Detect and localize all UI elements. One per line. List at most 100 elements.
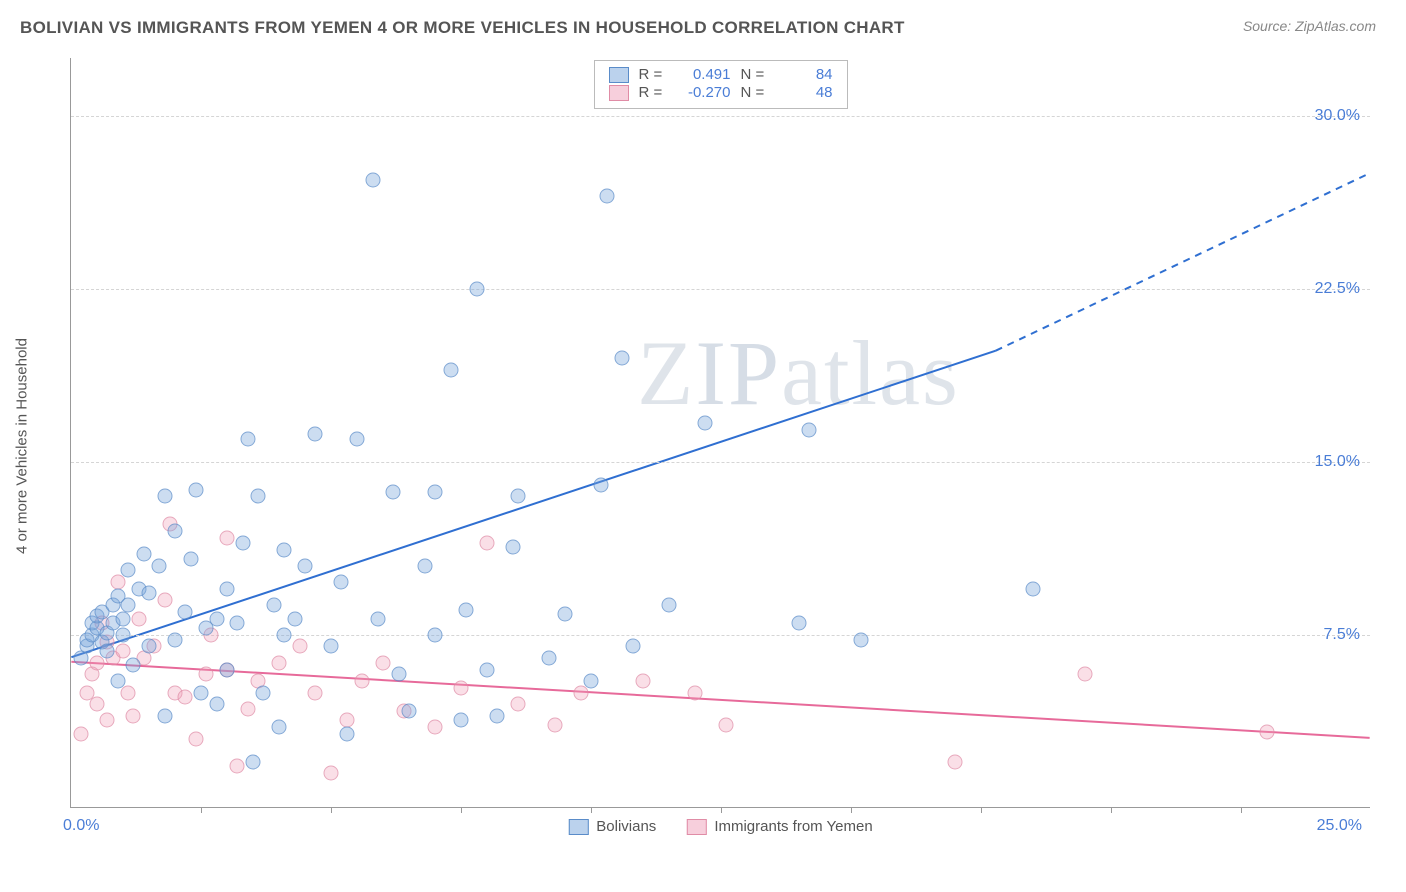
scatter-point-blue xyxy=(558,607,573,622)
legend-label-blue: Bolivians xyxy=(596,818,656,835)
scatter-point-pink xyxy=(339,713,354,728)
scatter-point-blue xyxy=(136,547,151,562)
x-tick xyxy=(201,807,202,813)
scatter-point-blue xyxy=(599,189,614,204)
y-tick-label: 30.0% xyxy=(1315,107,1360,125)
x-axis-min-label: 0.0% xyxy=(63,817,99,835)
scatter-point-blue xyxy=(230,616,245,631)
scatter-point-blue xyxy=(152,558,167,573)
gridline xyxy=(71,462,1370,463)
scatter-point-pink xyxy=(324,766,339,781)
x-axis-max-label: 25.0% xyxy=(1317,817,1362,835)
y-tick-label: 7.5% xyxy=(1324,626,1360,644)
scatter-point-blue xyxy=(266,597,281,612)
scatter-point-blue xyxy=(220,662,235,677)
scatter-point-pink xyxy=(188,731,203,746)
scatter-point-blue xyxy=(792,616,807,631)
scatter-point-blue xyxy=(350,431,365,446)
scatter-point-blue xyxy=(308,427,323,442)
scatter-point-pink xyxy=(100,713,115,728)
swatch-pink-icon xyxy=(609,85,629,101)
scatter-point-blue xyxy=(594,477,609,492)
scatter-point-blue xyxy=(251,489,266,504)
scatter-point-blue xyxy=(428,627,443,642)
x-tick xyxy=(721,807,722,813)
scatter-point-blue xyxy=(240,431,255,446)
scatter-point-pink xyxy=(131,611,146,626)
scatter-point-blue xyxy=(334,574,349,589)
legend-label-pink: Immigrants from Yemen xyxy=(714,818,872,835)
stat-n-blue: 84 xyxy=(777,66,833,83)
scatter-point-blue xyxy=(157,489,172,504)
scatter-point-blue xyxy=(386,484,401,499)
scatter-point-blue xyxy=(459,602,474,617)
scatter-point-pink xyxy=(355,674,370,689)
scatter-point-pink xyxy=(688,685,703,700)
scatter-point-blue xyxy=(324,639,339,654)
scatter-point-blue xyxy=(698,415,713,430)
scatter-point-blue xyxy=(402,704,417,719)
scatter-point-blue xyxy=(454,713,469,728)
scatter-point-blue xyxy=(235,535,250,550)
swatch-blue-icon xyxy=(609,67,629,83)
trendline-blue-dashed xyxy=(996,173,1370,350)
scatter-point-blue xyxy=(370,611,385,626)
x-tick xyxy=(1241,807,1242,813)
scatter-point-blue xyxy=(188,482,203,497)
x-tick xyxy=(1111,807,1112,813)
chart-header: BOLIVIAN VS IMMIGRANTS FROM YEMEN 4 OR M… xyxy=(0,0,1406,48)
scatter-point-blue xyxy=(443,362,458,377)
scatter-point-blue xyxy=(662,597,677,612)
scatter-point-blue xyxy=(100,644,115,659)
x-tick xyxy=(981,807,982,813)
legend-item-pink: Immigrants from Yemen xyxy=(686,818,872,835)
scatter-point-blue xyxy=(490,708,505,723)
scatter-point-blue xyxy=(277,542,292,557)
scatter-point-pink xyxy=(376,655,391,670)
scatter-point-blue xyxy=(417,558,432,573)
scatter-point-blue xyxy=(365,173,380,188)
scatter-point-blue xyxy=(116,611,131,626)
source-credit: Source: ZipAtlas.com xyxy=(1243,18,1376,34)
stat-r-pink: -0.270 xyxy=(675,84,731,101)
scatter-point-pink xyxy=(1078,667,1093,682)
legend-swatch-pink-icon xyxy=(686,819,706,835)
scatter-point-blue xyxy=(469,281,484,296)
scatter-point-pink xyxy=(230,759,245,774)
scatter-point-blue xyxy=(287,611,302,626)
scatter-point-blue xyxy=(178,604,193,619)
gridline xyxy=(71,289,1370,290)
scatter-point-blue xyxy=(480,662,495,677)
scatter-point-pink xyxy=(116,644,131,659)
x-tick xyxy=(851,807,852,813)
scatter-point-blue xyxy=(142,586,157,601)
scatter-point-blue xyxy=(126,657,141,672)
legend-swatch-blue-icon xyxy=(568,819,588,835)
scatter-point-pink xyxy=(454,681,469,696)
stats-row-pink: R = -0.270 N = 48 xyxy=(609,84,833,101)
legend-item-blue: Bolivians xyxy=(568,818,656,835)
scatter-point-blue xyxy=(339,727,354,742)
scatter-point-pink xyxy=(90,655,105,670)
x-tick xyxy=(331,807,332,813)
scatter-point-blue xyxy=(246,754,261,769)
scatter-point-blue xyxy=(157,708,172,723)
scatter-point-pink xyxy=(308,685,323,700)
scatter-point-pink xyxy=(90,697,105,712)
scatter-point-pink xyxy=(178,690,193,705)
scatter-point-blue xyxy=(142,639,157,654)
scatter-point-blue xyxy=(298,558,313,573)
stat-n-pink: 48 xyxy=(777,84,833,101)
scatter-point-blue xyxy=(168,524,183,539)
gridline xyxy=(71,635,1370,636)
scatter-point-blue xyxy=(506,540,521,555)
scatter-point-pink xyxy=(480,535,495,550)
scatter-point-pink xyxy=(511,697,526,712)
scatter-point-pink xyxy=(1260,724,1275,739)
scatter-point-pink xyxy=(719,717,734,732)
scatter-point-blue xyxy=(511,489,526,504)
scatter-point-blue xyxy=(220,581,235,596)
scatter-point-pink xyxy=(547,717,562,732)
scatter-chart: ZIPatlas R = 0.491 N = 84 R = -0.270 N =… xyxy=(70,58,1370,808)
scatter-point-blue xyxy=(116,627,131,642)
